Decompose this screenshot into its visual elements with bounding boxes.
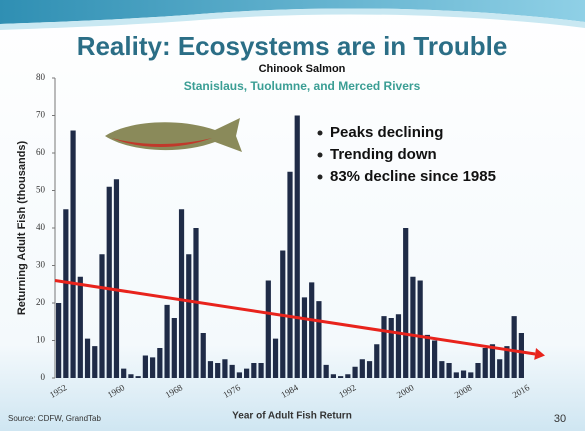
y-tick-label: 50	[36, 185, 46, 195]
top-band	[0, 0, 585, 24]
source: Source: CDFW, GrandTab	[8, 414, 101, 423]
bar	[388, 318, 394, 378]
bar	[497, 359, 503, 378]
bullet: Peaks declining	[330, 124, 443, 141]
y-tick-label: 70	[36, 110, 46, 120]
fish	[105, 118, 242, 152]
bar	[316, 301, 322, 378]
bar	[301, 297, 308, 378]
bar	[323, 364, 329, 378]
bar	[287, 171, 293, 378]
bar	[366, 361, 373, 378]
bar	[294, 115, 300, 378]
bar	[178, 209, 185, 378]
bar	[84, 338, 91, 378]
bar	[135, 376, 141, 378]
bullet-dot	[317, 152, 323, 158]
wave	[0, 8, 585, 30]
page-number: 30	[554, 413, 566, 425]
bar	[489, 344, 496, 378]
bar	[374, 344, 380, 378]
bullet-dot	[317, 130, 323, 136]
y-tick-label: 0	[41, 372, 46, 382]
chart-title: Chinook Salmon	[259, 63, 346, 75]
bar	[432, 340, 438, 378]
bar	[244, 368, 250, 378]
bar	[164, 304, 170, 378]
bar	[446, 363, 452, 378]
bar	[171, 318, 177, 378]
y-tick-label: 20	[36, 297, 46, 307]
bar	[309, 282, 315, 378]
bar	[468, 372, 474, 378]
x-axis-label: Year of Adult Fish Return	[232, 411, 352, 422]
slide-title: Reality: Ecosystems are in Trouble	[77, 31, 508, 61]
bar	[150, 357, 156, 378]
bar	[395, 314, 402, 378]
bar	[265, 280, 271, 378]
trend-line	[54, 279, 536, 356]
bar	[417, 280, 423, 378]
y-axis-label: Returning Adult Fish (thousands)	[16, 140, 28, 315]
bar	[518, 333, 524, 378]
bar	[222, 359, 228, 378]
bar	[258, 363, 264, 378]
bar	[157, 348, 163, 378]
bar	[330, 374, 336, 378]
bar	[482, 348, 488, 378]
bar	[186, 254, 192, 378]
bar	[128, 374, 134, 378]
y-tick-label: 80	[36, 72, 46, 82]
bar	[345, 374, 351, 378]
bullet: 83% decline since 1985	[330, 168, 496, 185]
y-tick-label: 40	[36, 222, 46, 232]
bar	[251, 363, 257, 378]
bar	[56, 303, 62, 378]
bar	[272, 338, 279, 378]
bar	[77, 276, 83, 378]
y-tick-label: 30	[36, 260, 46, 270]
bar	[215, 363, 221, 378]
bar	[475, 363, 481, 378]
bar	[142, 355, 148, 378]
bar	[229, 364, 235, 378]
bar	[63, 209, 69, 378]
bar	[504, 346, 510, 378]
bar	[453, 372, 459, 378]
bar	[359, 359, 365, 378]
bar	[460, 370, 467, 378]
bar	[106, 186, 112, 378]
bar	[70, 130, 76, 378]
bar	[352, 366, 358, 378]
trend-arrowhead	[534, 348, 545, 360]
chart-subtitle: Stanislaus, Tuolumne, and Merced Rivers	[184, 79, 421, 93]
bar	[200, 333, 206, 378]
bar	[207, 361, 214, 378]
bar	[338, 376, 344, 378]
bar	[92, 346, 98, 378]
bar	[236, 372, 242, 378]
bar	[424, 334, 430, 378]
bar	[439, 361, 445, 378]
bar	[403, 228, 409, 378]
bar	[381, 316, 387, 378]
y-tick-label: 10	[36, 335, 46, 345]
bar	[511, 316, 517, 378]
bar	[121, 368, 127, 378]
bullet-dot	[317, 174, 323, 180]
bar	[99, 254, 105, 378]
bullet: Trending down	[330, 146, 437, 163]
bar	[410, 276, 416, 378]
bar	[113, 179, 120, 378]
y-tick-label: 60	[36, 147, 46, 157]
